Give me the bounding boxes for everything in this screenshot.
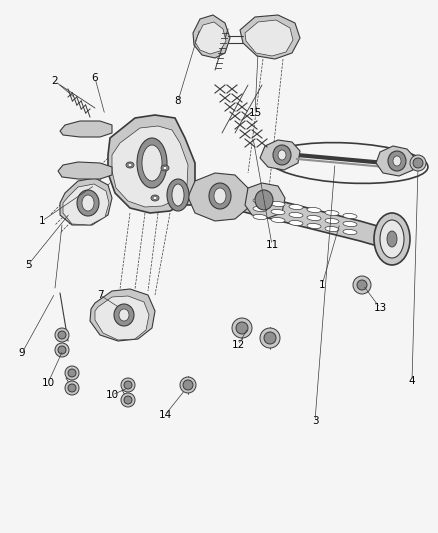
Ellipse shape xyxy=(388,151,406,171)
Ellipse shape xyxy=(55,343,69,357)
Ellipse shape xyxy=(374,213,410,265)
Text: 9: 9 xyxy=(19,348,25,358)
Ellipse shape xyxy=(172,184,184,206)
Text: 5: 5 xyxy=(25,260,31,270)
Ellipse shape xyxy=(353,276,371,294)
Ellipse shape xyxy=(307,207,321,213)
Ellipse shape xyxy=(161,165,169,171)
Text: 15: 15 xyxy=(248,108,261,118)
Ellipse shape xyxy=(393,156,401,166)
Ellipse shape xyxy=(153,197,157,199)
Ellipse shape xyxy=(289,205,303,209)
Polygon shape xyxy=(240,15,300,59)
Ellipse shape xyxy=(273,145,291,165)
Polygon shape xyxy=(95,296,149,340)
Ellipse shape xyxy=(58,346,66,354)
Ellipse shape xyxy=(260,328,280,348)
Ellipse shape xyxy=(77,190,99,216)
Ellipse shape xyxy=(68,369,76,377)
Text: 10: 10 xyxy=(42,378,55,388)
Ellipse shape xyxy=(307,223,321,229)
Text: 8: 8 xyxy=(175,96,181,106)
Ellipse shape xyxy=(307,215,321,221)
Text: 1: 1 xyxy=(39,216,45,226)
Polygon shape xyxy=(188,173,248,221)
Ellipse shape xyxy=(124,396,132,404)
Ellipse shape xyxy=(413,158,423,168)
Polygon shape xyxy=(170,185,388,249)
Ellipse shape xyxy=(142,145,162,181)
Ellipse shape xyxy=(289,221,303,225)
Ellipse shape xyxy=(253,214,267,220)
Ellipse shape xyxy=(58,331,66,339)
Ellipse shape xyxy=(271,201,285,207)
Ellipse shape xyxy=(121,378,135,392)
Ellipse shape xyxy=(357,280,367,290)
Ellipse shape xyxy=(214,188,226,204)
Ellipse shape xyxy=(82,195,94,211)
Polygon shape xyxy=(245,183,285,218)
Polygon shape xyxy=(193,15,230,58)
Polygon shape xyxy=(195,22,226,54)
Ellipse shape xyxy=(114,304,134,326)
Ellipse shape xyxy=(128,164,132,166)
Ellipse shape xyxy=(255,190,273,210)
Polygon shape xyxy=(60,121,112,137)
Ellipse shape xyxy=(343,229,357,235)
Polygon shape xyxy=(112,126,188,207)
Polygon shape xyxy=(376,146,415,176)
Ellipse shape xyxy=(278,150,286,160)
Ellipse shape xyxy=(325,219,339,223)
Text: 14: 14 xyxy=(159,410,172,420)
Ellipse shape xyxy=(253,206,267,212)
Ellipse shape xyxy=(137,138,167,188)
Text: 12: 12 xyxy=(231,340,245,350)
Text: 7: 7 xyxy=(97,290,103,300)
Ellipse shape xyxy=(180,377,196,393)
Polygon shape xyxy=(58,162,112,179)
Ellipse shape xyxy=(343,221,357,227)
Ellipse shape xyxy=(387,231,397,247)
Polygon shape xyxy=(63,184,109,225)
Text: 11: 11 xyxy=(265,240,279,250)
Polygon shape xyxy=(260,140,300,170)
Ellipse shape xyxy=(183,380,193,390)
Ellipse shape xyxy=(271,217,285,223)
Ellipse shape xyxy=(65,366,79,380)
Polygon shape xyxy=(108,115,195,213)
Text: 4: 4 xyxy=(409,376,415,386)
Ellipse shape xyxy=(65,381,79,395)
Text: 6: 6 xyxy=(92,73,98,83)
Ellipse shape xyxy=(325,211,339,215)
Ellipse shape xyxy=(68,384,76,392)
Ellipse shape xyxy=(325,227,339,231)
Ellipse shape xyxy=(209,183,231,209)
Text: 10: 10 xyxy=(106,390,119,400)
Ellipse shape xyxy=(271,209,285,215)
Ellipse shape xyxy=(55,328,69,342)
Ellipse shape xyxy=(121,393,135,407)
Ellipse shape xyxy=(253,198,267,204)
Ellipse shape xyxy=(163,166,167,169)
Ellipse shape xyxy=(410,155,426,171)
Ellipse shape xyxy=(380,220,404,258)
Ellipse shape xyxy=(236,322,248,334)
Text: 3: 3 xyxy=(312,416,318,426)
Polygon shape xyxy=(245,20,293,56)
Ellipse shape xyxy=(151,195,159,201)
Text: 1: 1 xyxy=(319,280,325,290)
Ellipse shape xyxy=(264,332,276,344)
Text: 13: 13 xyxy=(373,303,387,313)
Text: 2: 2 xyxy=(52,76,58,86)
Polygon shape xyxy=(90,289,155,341)
Polygon shape xyxy=(60,178,112,225)
Ellipse shape xyxy=(119,309,129,321)
Ellipse shape xyxy=(232,318,252,338)
Ellipse shape xyxy=(126,162,134,168)
Ellipse shape xyxy=(167,179,189,211)
Ellipse shape xyxy=(343,213,357,219)
Ellipse shape xyxy=(289,213,303,217)
Ellipse shape xyxy=(124,381,132,389)
